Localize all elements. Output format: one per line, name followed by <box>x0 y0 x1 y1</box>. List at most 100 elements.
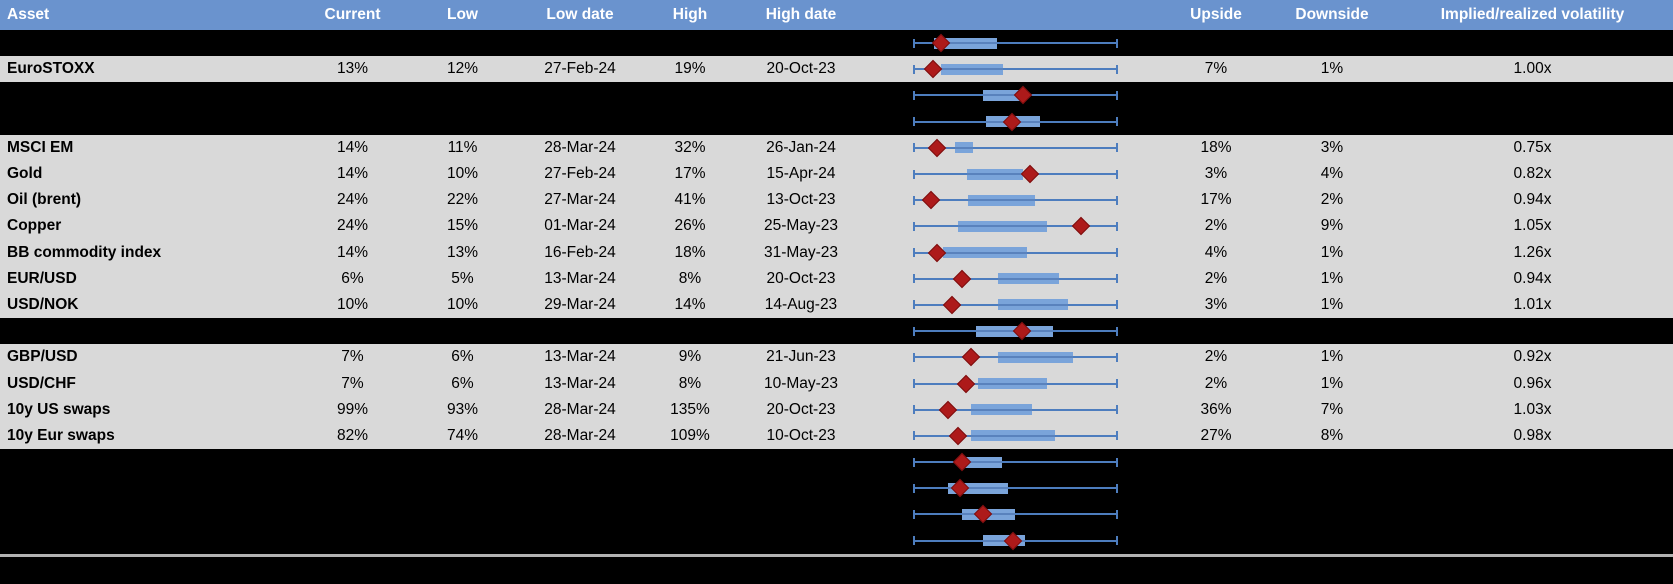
cell-implied-volatility: 1.05x <box>1513 217 1552 235</box>
iqr-box <box>967 194 1035 206</box>
cell-boxplot <box>872 528 1160 554</box>
cell-boxplot <box>872 344 1160 370</box>
whisker-cap-right <box>1116 221 1118 231</box>
whisker-cap-right <box>1116 431 1118 441</box>
cell-high-date <box>730 109 872 135</box>
cell-low-date: 13-Mar-24 <box>544 269 616 287</box>
cell-high-date: 25-May-23 <box>763 217 839 235</box>
current-level-diamond-marker <box>1071 217 1091 236</box>
cell-upside <box>1160 528 1272 554</box>
table-row <box>0 475 1673 502</box>
current-level-diamond-marker <box>927 138 947 158</box>
cell-high-date: 26-Jan-24 <box>766 138 836 156</box>
range-boxplot <box>913 135 1118 161</box>
cell-boxplot <box>872 397 1160 423</box>
cell-implied-volatility: 1.03x <box>1513 400 1552 418</box>
iqr-box <box>941 63 1003 75</box>
cell-current: 13% <box>336 60 369 78</box>
cell-upside: 2% <box>1204 348 1228 366</box>
range-boxplot <box>913 161 1118 187</box>
cell-low-date: 29-Mar-24 <box>544 295 616 313</box>
iqr-box <box>942 247 1028 259</box>
range-boxplot <box>913 397 1118 423</box>
cell-low: 11% <box>447 138 478 156</box>
cell-low <box>415 475 510 501</box>
range-boxplot <box>913 240 1118 266</box>
cell-high-date: 10-Oct-23 <box>766 426 836 444</box>
cell-current <box>290 449 415 475</box>
cell-downside <box>1272 82 1392 108</box>
cell-high: 8% <box>678 374 702 392</box>
cell-implied-volatility: 0.98x <box>1513 426 1552 444</box>
cell-low <box>415 449 510 475</box>
cell-downside: 1% <box>1320 269 1344 287</box>
cell-boxplot <box>872 187 1160 213</box>
cell-high-date: 31-May-23 <box>763 243 839 261</box>
whisker-cap-right <box>1116 117 1118 127</box>
cell-low: 93% <box>446 400 479 418</box>
header-implied-volatility: Implied/realized volatility <box>1440 6 1625 23</box>
cell-high-date: 21-Jun-23 <box>766 348 836 366</box>
cell-low-date <box>510 30 650 56</box>
current-level-diamond-marker <box>961 348 981 367</box>
cell-high: 14% <box>674 295 706 313</box>
cell-asset: Gold <box>7 165 43 183</box>
cell-upside: 3% <box>1204 295 1228 313</box>
table-row: Oil (brent) 24% 22% 27-Mar-24 41% 13-Oct-23 17… <box>0 187 1673 214</box>
cell-downside: 1% <box>1320 243 1344 261</box>
cell-low: 22% <box>446 191 479 209</box>
whisker-cap-right <box>1116 457 1118 467</box>
cell-upside: 7% <box>1204 60 1228 78</box>
iqr-box <box>933 37 998 49</box>
cell-upside: 17% <box>1200 191 1232 209</box>
cell-upside <box>1160 109 1272 135</box>
cell-low <box>415 528 510 554</box>
cell-asset <box>0 449 290 475</box>
whisker-cap-left <box>913 117 915 127</box>
table-row: MSCI EM 14% 11% 28-Mar-24 32% 26-Jan-24 18% 3% 0… <box>0 134 1673 161</box>
table-row: EuroSTOXX 13% 12% 27-Feb-24 19% 20-Oct-23 7% 1%… <box>0 56 1673 83</box>
cell-current <box>290 501 415 527</box>
cell-high: 17% <box>674 165 706 183</box>
cell-implied-volatility <box>1392 318 1673 344</box>
cell-downside: 7% <box>1320 400 1344 418</box>
cell-implied-volatility <box>1392 82 1673 108</box>
cell-asset <box>0 528 290 554</box>
cell-current: 14% <box>336 243 369 261</box>
cell-low: 10% <box>446 165 479 183</box>
cell-boxplot <box>872 30 1160 56</box>
cell-boxplot <box>872 82 1160 108</box>
cell-boxplot <box>872 370 1160 396</box>
cell-downside: 3% <box>1320 138 1344 156</box>
cell-implied-volatility <box>1392 528 1673 554</box>
cell-implied-volatility: 0.96x <box>1513 374 1552 392</box>
current-level-diamond-marker <box>956 374 976 393</box>
cell-implied-volatility: 0.92x <box>1513 348 1552 366</box>
cell-asset: EuroSTOXX <box>7 60 95 78</box>
whisker-cap-left <box>913 274 915 284</box>
cell-high: 41% <box>674 191 706 209</box>
range-boxplot <box>913 56 1118 82</box>
whisker-cap-left <box>913 326 915 336</box>
cell-low-date: 01-Mar-24 <box>544 217 616 235</box>
cell-low-date: 13-Mar-24 <box>544 348 616 366</box>
cell-current: 7% <box>341 374 364 392</box>
cell-high-date: 14-Aug-23 <box>764 295 838 313</box>
cell-low: 74% <box>446 426 479 444</box>
range-boxplot <box>913 344 1118 370</box>
whisker-cap-right <box>1116 248 1118 258</box>
cell-asset: MSCI EM <box>7 138 74 156</box>
cell-low-date: 28-Mar-24 <box>544 426 616 444</box>
table-row: BB commodity index 14% 13% 16-Feb-24 18% 31-M… <box>0 239 1673 266</box>
bottom-filler <box>0 556 1673 584</box>
whisker-cap-left <box>913 221 915 231</box>
cell-upside <box>1160 449 1272 475</box>
header-current: Current <box>324 6 381 23</box>
cell-downside <box>1272 475 1392 501</box>
header-downside: Downside <box>1295 6 1369 23</box>
whisker-cap-right <box>1116 379 1118 389</box>
cell-current: 24% <box>336 217 369 235</box>
cell-downside <box>1272 449 1392 475</box>
cell-low <box>415 30 510 56</box>
cell-high-date: 20-Oct-23 <box>766 400 836 418</box>
